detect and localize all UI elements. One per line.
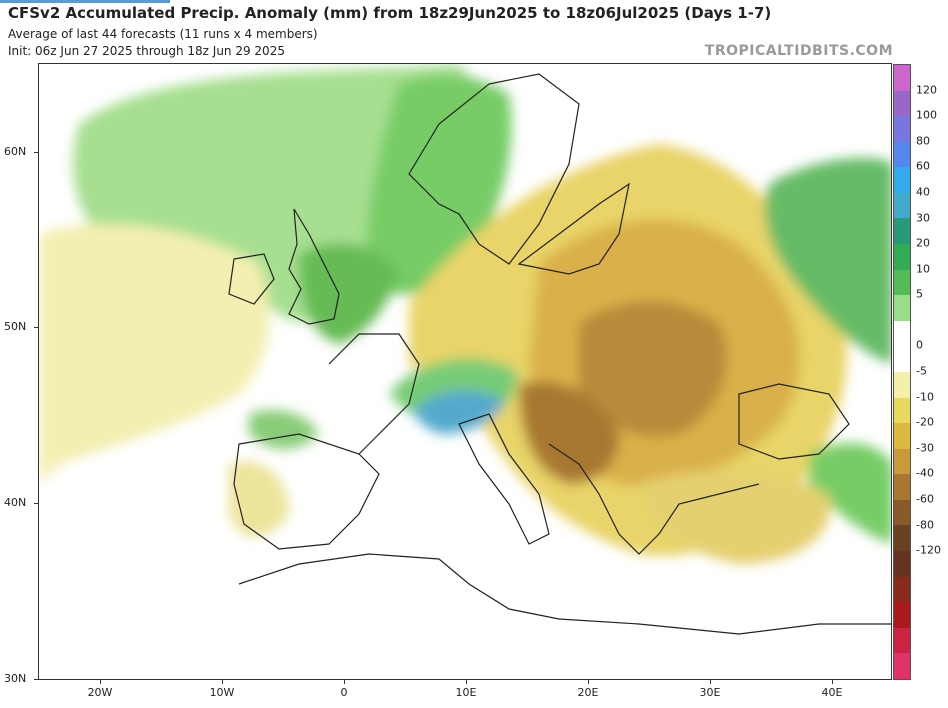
subtitle-forecast-average: Average of last 44 forecasts (11 runs x … bbox=[8, 27, 318, 41]
coast-balkans-greece bbox=[548, 443, 760, 555]
top-accent-bar bbox=[0, 0, 170, 3]
lon-tick-10e bbox=[466, 680, 467, 684]
anomaly-turkey-wet bbox=[809, 443, 891, 544]
lon-label-20e: 20E bbox=[577, 686, 599, 699]
colorbar-segment bbox=[894, 244, 910, 270]
coast-scandinavia bbox=[408, 73, 580, 265]
colorbar-segment bbox=[894, 192, 910, 219]
colorbar-segment bbox=[894, 448, 910, 475]
lon-tick-30e bbox=[710, 680, 711, 684]
anomaly-balkans-driest bbox=[519, 381, 619, 484]
colorbar-segment bbox=[894, 295, 910, 321]
anomaly-iberia-dry bbox=[229, 461, 289, 537]
lat-tick-40n bbox=[34, 503, 38, 504]
colorbar-label: 80 bbox=[916, 134, 930, 148]
colorbar-label: -5 bbox=[916, 364, 927, 378]
subtitle-init-time: Init: 06z Jun 27 2025 through 18z Jun 29… bbox=[8, 44, 285, 58]
anomaly-atlantic-dry bbox=[39, 224, 270, 484]
colorbar-segment bbox=[894, 653, 910, 679]
colorbar-segment bbox=[894, 576, 910, 603]
colorbar-segment bbox=[894, 167, 910, 193]
lat-label-50n: 50N bbox=[4, 320, 27, 333]
colorbar-segment bbox=[894, 90, 910, 117]
colorbar-segment bbox=[894, 499, 910, 526]
colorbar-segment bbox=[894, 218, 910, 245]
colorbar-label: 20 bbox=[916, 236, 930, 250]
colorbar-label: -30 bbox=[916, 441, 934, 455]
lat-tick-50n bbox=[34, 327, 38, 328]
anomaly-iberia-wet bbox=[249, 410, 319, 449]
coastlines bbox=[228, 73, 891, 635]
precip-anomaly-map bbox=[38, 63, 892, 680]
colorbar-label: 0 bbox=[916, 338, 923, 352]
colorbar-label: 5 bbox=[916, 287, 923, 301]
lat-label-60n: 60N bbox=[4, 145, 27, 158]
colorbar-segment bbox=[894, 346, 910, 372]
colorbar-segment bbox=[894, 141, 910, 168]
coast-iberia bbox=[233, 433, 380, 550]
colorbar-label: 120 bbox=[916, 83, 937, 97]
colorbar-label: 60 bbox=[916, 159, 930, 173]
colorbar-segment bbox=[894, 320, 910, 347]
anomaly-alps-green-ring bbox=[389, 358, 519, 414]
colorbar-label: -60 bbox=[916, 492, 934, 506]
colorbar-label: 30 bbox=[916, 211, 930, 224]
colorbar-label: -80 bbox=[916, 518, 934, 531]
lon-tick-20e bbox=[588, 680, 589, 684]
lat-label-30n: 30N bbox=[4, 672, 27, 685]
brand-watermark: TROPICALTIDBITS.COM bbox=[704, 43, 893, 59]
lon-label-0: 0 bbox=[340, 686, 348, 699]
coast-baltic bbox=[517, 182, 630, 275]
anomaly-romania-driest bbox=[579, 301, 727, 437]
coast-ireland bbox=[228, 253, 275, 305]
lon-label-20w: 20W bbox=[87, 686, 113, 699]
map-canvas bbox=[39, 64, 891, 635]
lat-label-40n: 40N bbox=[4, 496, 27, 509]
colorbar-segment bbox=[894, 602, 910, 628]
coast-black-sea bbox=[738, 383, 850, 460]
colorbar-label: -120 bbox=[916, 543, 941, 557]
colorbar-label: -20 bbox=[916, 415, 934, 429]
colorbar-segment bbox=[894, 474, 910, 500]
colorbar-segment bbox=[894, 269, 910, 296]
colorbar-label: -40 bbox=[916, 466, 934, 480]
colorbar-label: 40 bbox=[916, 185, 930, 199]
coast-north-africa bbox=[238, 553, 891, 635]
coast-great-britain bbox=[288, 208, 340, 325]
lon-label-10w: 10W bbox=[209, 686, 235, 699]
anomaly-russia-wet bbox=[765, 158, 891, 364]
coast-italy bbox=[458, 413, 550, 545]
lon-tick-20w bbox=[100, 680, 101, 684]
lon-label-30e: 30E bbox=[699, 686, 721, 699]
colorbar-label: -10 bbox=[916, 390, 934, 404]
lon-label-40e: 40E bbox=[821, 686, 843, 699]
colorbar-segment bbox=[894, 65, 910, 91]
colorbar-label: 100 bbox=[916, 108, 937, 122]
lat-tick-30n bbox=[34, 679, 38, 680]
colorbar-segment bbox=[894, 371, 910, 398]
colorbar-label: 10 bbox=[916, 262, 930, 276]
colorbar-segment bbox=[894, 627, 910, 654]
colorbar bbox=[893, 64, 911, 680]
coast-france bbox=[328, 333, 420, 455]
colorbar-segment bbox=[894, 550, 910, 577]
anomaly-field bbox=[39, 64, 891, 564]
lon-tick-0 bbox=[344, 680, 345, 684]
lon-tick-40e bbox=[832, 680, 833, 684]
lon-label-10e: 10E bbox=[455, 686, 477, 699]
anomaly-northsea-wet bbox=[299, 243, 399, 344]
anomaly-anatolia-dry bbox=[639, 470, 831, 564]
page-title: CFSv2 Accumulated Precip. Anomaly (mm) f… bbox=[8, 4, 772, 22]
colorbar-segment bbox=[894, 397, 910, 424]
colorbar-segment bbox=[894, 116, 910, 142]
colorbar-segment bbox=[894, 423, 910, 449]
lat-tick-60n bbox=[34, 152, 38, 153]
lon-tick-10w bbox=[222, 680, 223, 684]
colorbar-segment bbox=[894, 525, 910, 551]
